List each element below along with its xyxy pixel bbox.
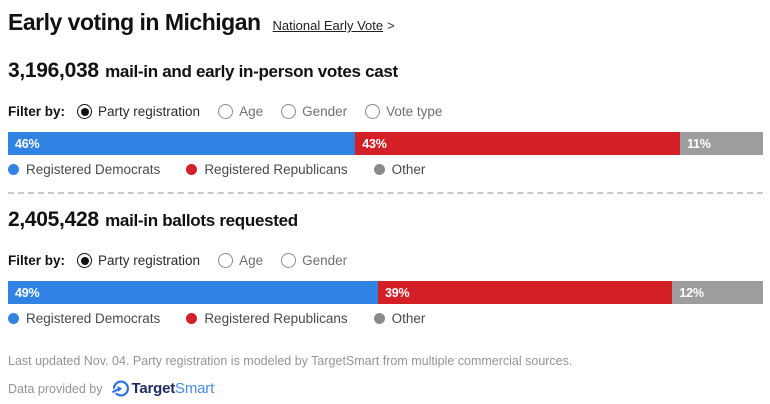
legend-item-other: Other <box>373 162 425 177</box>
dashed-divider <box>8 192 763 194</box>
legend-item-other: Other <box>373 311 425 326</box>
filter-radio-party-registration[interactable]: Party registration <box>77 104 200 119</box>
ballots-requested-legend: Registered Democrats Registered Republic… <box>8 311 763 326</box>
votes-cast-label: mail-in and early in-person votes cast <box>105 62 398 81</box>
radio-icon <box>218 253 234 268</box>
filter-radio-age[interactable]: Age <box>218 253 263 268</box>
radio-icon <box>218 104 234 119</box>
bar-segment-republicans: 43% <box>355 132 680 155</box>
democrats-dot-icon <box>8 164 19 175</box>
brand-smart: Smart <box>175 380 215 397</box>
national-early-vote-link[interactable]: National Early Vote > <box>273 18 395 33</box>
votes-cast-count: 3,196,038 <box>8 59 99 82</box>
radio-icon <box>281 253 297 268</box>
votes-cast-heading: 3,196,038 mail-in and early in-person vo… <box>8 58 763 84</box>
votes-cast-stacked-bar: 46% 43% 11% <box>8 132 763 155</box>
radio-icon <box>281 104 297 119</box>
bar-segment-democrats: 46% <box>8 132 356 155</box>
bar-segment-republicans: 39% <box>377 281 673 304</box>
header: Early voting in Michigan National Early … <box>8 8 763 36</box>
bar-segment-other: 11% <box>679 132 763 155</box>
votes-cast-filter-row: Filter by: Party registration Age Gender… <box>8 104 763 119</box>
bar-segment-democrats: 49% <box>8 281 378 304</box>
radio-icon <box>77 253 93 268</box>
ballots-requested-filter-row: Filter by: Party registration Age Gender <box>8 253 763 268</box>
other-dot-icon <box>373 313 385 324</box>
filter-radio-party-registration[interactable]: Party registration <box>77 253 200 268</box>
legend-item-democrats: Registered Democrats <box>8 311 160 326</box>
brand-target: Target <box>131 380 176 397</box>
other-dot-icon <box>373 164 385 175</box>
chevron-right-icon: > <box>387 18 395 33</box>
democrats-dot-icon <box>8 313 19 324</box>
last-updated-note: Last updated Nov. 04. Party registration… <box>8 354 573 368</box>
republicans-dot-icon <box>186 164 198 175</box>
filter-radio-gender[interactable]: Gender <box>281 253 347 268</box>
votes-cast-legend: Registered Democrats Registered Republic… <box>8 162 763 177</box>
provider-prefix: Data provided by <box>8 381 103 396</box>
legend-item-democrats: Registered Democrats <box>8 162 160 177</box>
link-text: National Early Vote <box>272 18 384 33</box>
filter-by-label: Filter by: <box>8 104 66 119</box>
filter-radio-vote-type[interactable]: Vote type <box>365 104 442 119</box>
republicans-dot-icon <box>186 313 198 324</box>
legend-item-republicans: Registered Republicans <box>186 162 348 177</box>
bar-segment-other: 12% <box>672 281 763 304</box>
page-title: Early voting in Michigan <box>8 9 261 35</box>
filter-by-label: Filter by: <box>8 253 66 268</box>
filter-radio-age[interactable]: Age <box>218 104 263 119</box>
filter-radio-gender[interactable]: Gender <box>281 104 347 119</box>
targetsmart-mark-icon <box>110 380 129 397</box>
ballots-requested-label: mail-in ballots requested <box>105 211 298 230</box>
ballots-requested-count: 2,405,428 <box>8 208 99 231</box>
ballots-requested-stacked-bar: 49% 39% 12% <box>8 281 763 304</box>
ballots-requested-heading: 2,405,428 mail-in ballots requested <box>8 207 763 233</box>
legend-item-republicans: Registered Republicans <box>186 311 348 326</box>
radio-icon <box>77 104 93 119</box>
data-provider-row: Data provided by Target Smart <box>8 379 763 398</box>
radio-icon <box>365 104 381 119</box>
targetsmart-logo: Target Smart <box>110 379 215 398</box>
